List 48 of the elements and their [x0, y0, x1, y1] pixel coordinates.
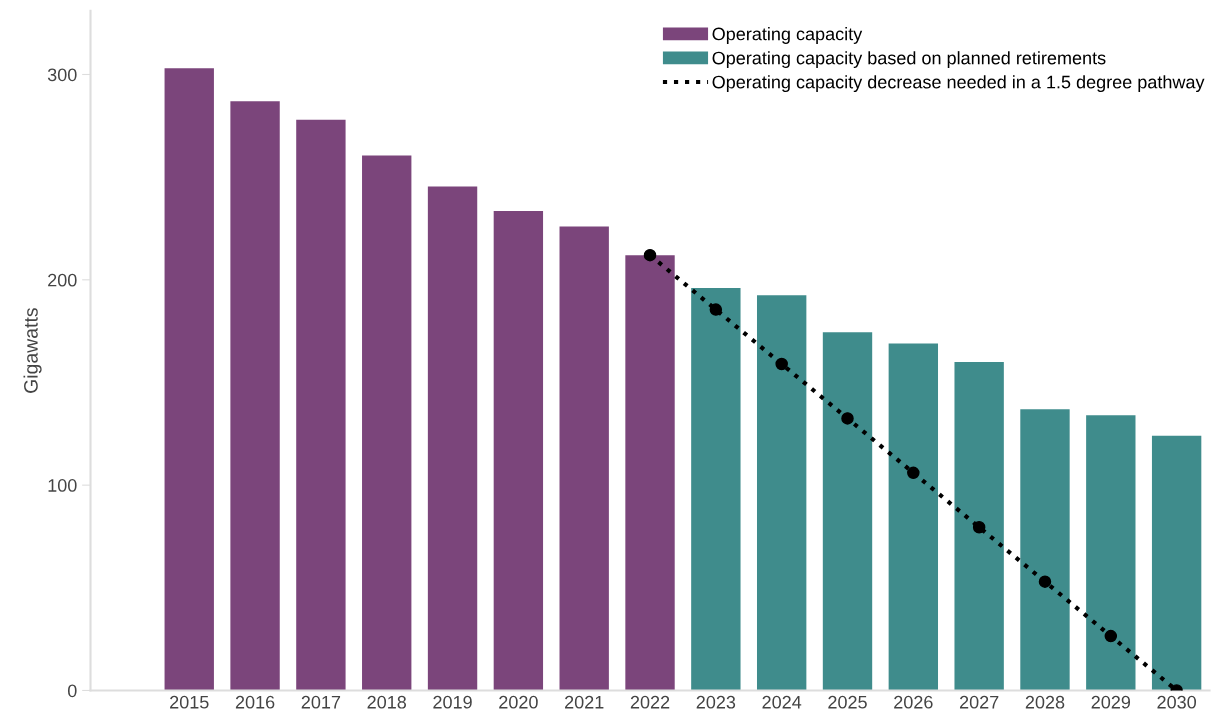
x-tick-label: 2027	[959, 695, 999, 709]
point	[1038, 575, 1052, 588]
point	[643, 248, 657, 262]
x-tick-label: 2022	[630, 695, 670, 709]
legend-label: Operating capacity	[712, 27, 863, 44]
point	[775, 357, 788, 371]
x-tick-label: 2020	[499, 695, 538, 709]
bar	[230, 101, 280, 691]
bar	[362, 155, 412, 691]
bar	[164, 68, 214, 691]
y-axis-title: Gigawatts	[23, 308, 42, 393]
point	[841, 412, 854, 425]
bar	[756, 295, 807, 691]
x-tick-label: 2016	[235, 695, 275, 709]
bar	[822, 332, 873, 691]
legend-label: Operating capacity based on planned retirements	[712, 51, 1106, 68]
x-tick-label: 2018	[367, 695, 407, 709]
x-tick-label: 2030	[1157, 695, 1197, 709]
bar	[888, 343, 939, 691]
x-tick-label: 2024	[762, 695, 802, 709]
x-tick-label: 2028	[1025, 695, 1065, 709]
bar	[1020, 409, 1070, 691]
y-tick-label: 100	[48, 479, 77, 492]
x-tick-label: 2021	[565, 695, 604, 709]
point	[709, 303, 723, 316]
x-tick-label: 2029	[1091, 695, 1131, 709]
bar	[296, 119, 346, 691]
y-tick-label: 0	[67, 684, 77, 698]
x-tick-label: 2025	[828, 695, 867, 709]
y-tick-label: 300	[47, 68, 77, 82]
legend-label: Operating capacity decrease needed in a 1.5 degree pathway	[712, 75, 1205, 93]
bar	[559, 226, 609, 691]
point	[907, 466, 920, 480]
point	[972, 520, 986, 534]
x-tick-label: 2015	[170, 695, 209, 709]
bar	[954, 361, 1004, 691]
bar	[1151, 435, 1202, 691]
bar	[493, 211, 544, 691]
x-tick-label: 2019	[433, 695, 472, 709]
bar	[625, 255, 675, 691]
bar	[427, 186, 478, 691]
x-tick-label: 2017	[301, 695, 341, 709]
bar	[691, 288, 741, 691]
bar	[1086, 415, 1136, 691]
y-tick-label: 200	[48, 273, 77, 287]
x-tick-label: 2023	[696, 695, 736, 709]
point	[1104, 629, 1118, 643]
x-tick-label: 2026	[894, 695, 933, 709]
